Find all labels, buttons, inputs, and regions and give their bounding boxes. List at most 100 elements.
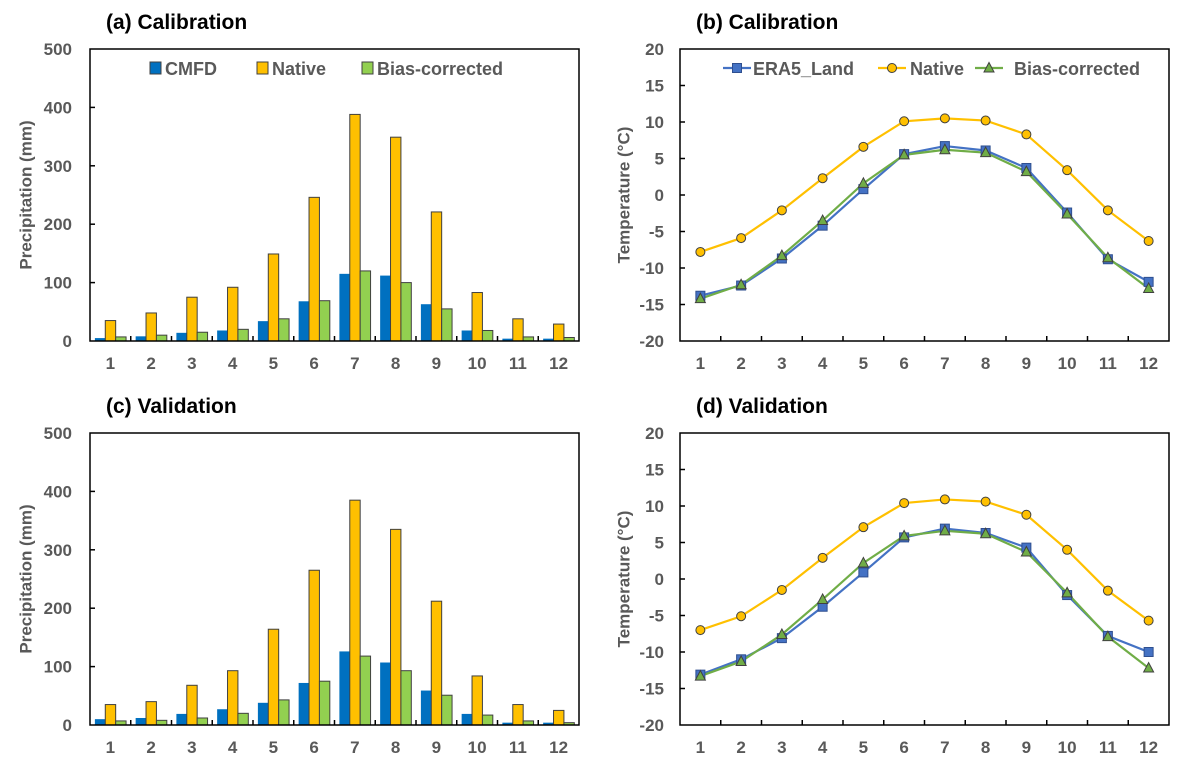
marker-bias-corrected (1102, 251, 1114, 263)
bar-cmfd (339, 651, 350, 725)
marker-native (939, 494, 950, 505)
x-tick-label: 6 (309, 354, 318, 373)
bar-cmfd (217, 330, 228, 341)
x-tick-label: 4 (228, 354, 238, 373)
y-tick-label: 0 (655, 570, 664, 589)
bar-native (308, 196, 320, 342)
legend-label: ERA5_Land (753, 59, 854, 79)
panel-b: (b) Calibration Temperature (°C) -20 -15 -10… (614, 11, 1170, 373)
bar-bias-corrected (237, 328, 249, 342)
y-tick-label: 400 (44, 482, 72, 501)
bar-native (267, 253, 280, 342)
marker-bias-corrected (979, 527, 992, 539)
marker-bias-corrected (1020, 165, 1033, 177)
legend-marker (732, 63, 742, 73)
bar-cmfd (135, 717, 147, 725)
panel-a: (a) Calibration Precipitation (mm) 0 100 200… (16, 11, 580, 373)
marker-native (858, 522, 869, 533)
y-tick-label: -20 (639, 716, 664, 735)
x-tick-label: 4 (818, 354, 828, 373)
y-tick-label: 400 (44, 98, 72, 117)
bar-cmfd (135, 336, 147, 341)
marker-native (736, 233, 747, 244)
marker-bias-corrected (735, 654, 747, 666)
marker-bias-corrected (898, 148, 910, 160)
bar-native (390, 136, 402, 342)
x-tick-label: 1 (696, 354, 705, 373)
legend-label: Native (272, 59, 326, 79)
x-tick-label: 8 (391, 354, 400, 373)
marker-bias-corrected (694, 669, 707, 681)
x-tick-label: 4 (228, 738, 238, 757)
marker-native (980, 115, 991, 126)
bar-cmfd (176, 332, 187, 341)
bar-cmfd (298, 682, 310, 725)
marker-bias-corrected (816, 592, 829, 604)
marker-bias-corrected (979, 146, 992, 158)
marker-native (776, 584, 787, 595)
bar-bias-corrected (196, 717, 209, 726)
bar-native (267, 628, 280, 726)
x-tick-label: 3 (187, 354, 196, 373)
bar-native (390, 528, 402, 726)
y-tick-label: 100 (44, 658, 72, 677)
bar-bias-corrected (481, 329, 494, 342)
marker-bias-corrected (1142, 281, 1155, 293)
y-tick-label: 0 (63, 716, 72, 735)
y-tick-label: 15 (645, 77, 664, 96)
x-tick-label: 10 (1058, 354, 1077, 373)
x-tick-label: 2 (736, 354, 745, 373)
x-tick-label: 7 (350, 354, 359, 373)
marker-bias-corrected (776, 249, 788, 261)
marker-native (899, 498, 910, 509)
x-tick-label: 3 (777, 354, 786, 373)
x-tick-label: 1 (696, 738, 705, 757)
marker-native (939, 113, 950, 124)
bar-bias-corrected (278, 699, 290, 726)
marker-native (1143, 615, 1154, 626)
marker-bias-corrected (857, 556, 870, 568)
y-tick-label: 100 (44, 274, 72, 293)
marker-native (980, 496, 991, 507)
bar-cmfd (298, 301, 310, 341)
y-tick-label: 20 (645, 424, 664, 443)
y-tick-label: 500 (44, 40, 72, 59)
y-axis-label: Precipitation (mm) (16, 504, 35, 653)
bar-native (308, 569, 320, 726)
bar-native (104, 320, 117, 342)
marker-native (899, 116, 910, 127)
bar-cmfd (461, 713, 473, 725)
y-tick-label: 300 (44, 157, 72, 176)
bar-native (430, 211, 443, 342)
x-tick-label: 11 (1099, 738, 1117, 757)
bar-cmfd (502, 722, 513, 725)
y-tick-label: 20 (645, 40, 664, 59)
bar-cmfd (420, 304, 432, 341)
bar-native (186, 296, 198, 342)
x-tick-label: 6 (899, 738, 908, 757)
bar-native (227, 286, 239, 342)
bar-native (471, 292, 483, 342)
x-tick-label: 8 (981, 354, 990, 373)
marker-native (1021, 509, 1032, 520)
legend-swatch (256, 61, 269, 75)
x-tick-label: 12 (1139, 354, 1158, 373)
marker-bias-corrected (1061, 586, 1073, 598)
bar-cmfd (543, 722, 554, 725)
x-tick-label: 12 (1139, 738, 1158, 757)
bar-cmfd (339, 273, 350, 341)
y-axis-label: Temperature (°C) (614, 127, 633, 264)
bar-bias-corrected (400, 282, 412, 342)
marker-native (695, 246, 706, 257)
bar-cmfd (94, 338, 106, 341)
x-tick-label: 8 (391, 738, 400, 757)
y-tick-label: 200 (44, 599, 72, 618)
line-bias-corrected (700, 148, 1150, 300)
marker-bias-corrected (735, 278, 747, 290)
panel-d: (d) Validation Temperature (°C) -20 -15 -10 -… (614, 395, 1170, 757)
legend-marker (887, 63, 897, 73)
bar-native (349, 113, 361, 342)
marker-native (858, 141, 869, 152)
bar-cmfd (176, 713, 187, 725)
x-tick-label: 6 (309, 738, 318, 757)
